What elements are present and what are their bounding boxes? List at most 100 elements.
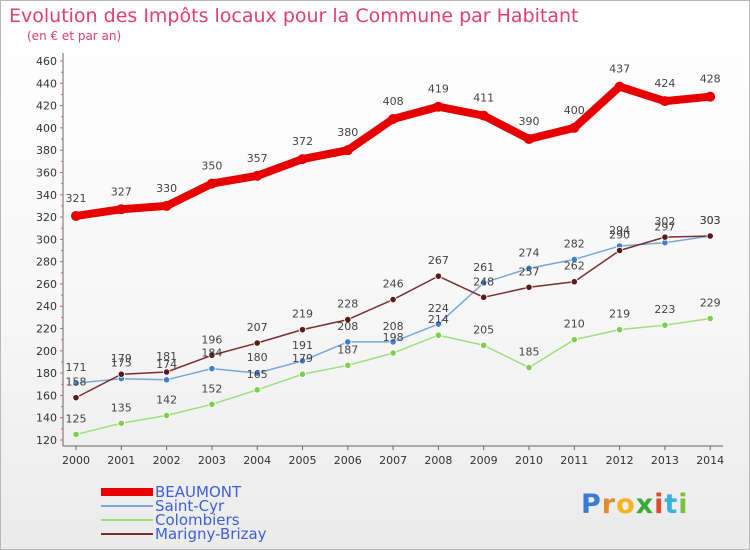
- data-label: 135: [111, 401, 132, 414]
- data-point: [163, 368, 171, 376]
- data-label: 205: [473, 323, 494, 336]
- y-tick-label: 240: [36, 300, 57, 313]
- data-point: [525, 363, 533, 372]
- data-label: 228: [337, 298, 358, 311]
- line-chart: 120 140 160 180 200 220 240 260 280 300 320 340 360 3…: [36, 53, 724, 467]
- x-tick-label: 2014: [696, 454, 724, 467]
- data-point: [434, 320, 442, 328]
- data-label: 219: [609, 308, 630, 321]
- y-tick-label: 340: [36, 189, 57, 202]
- data-point: [570, 336, 578, 344]
- data-label: 303: [700, 214, 721, 227]
- data-point: [342, 145, 353, 156]
- data-label: 224: [428, 302, 449, 315]
- data-label: 257: [519, 265, 540, 278]
- data-point: [615, 246, 624, 255]
- data-point: [480, 279, 488, 287]
- data-label: 437: [609, 63, 630, 76]
- data-point: [525, 264, 533, 272]
- data-point: [72, 394, 80, 402]
- data-label: 274: [519, 246, 540, 259]
- y-tick-label: 300: [36, 233, 57, 246]
- legend-label: Saint-Cyr: [155, 497, 225, 515]
- y-tick-label: 400: [36, 122, 57, 135]
- data-label: 223: [654, 303, 675, 316]
- y-tick-label: 140: [36, 412, 57, 425]
- data-label: 214: [428, 313, 449, 326]
- legend-label: BEAUMONT: [155, 483, 242, 501]
- y-tick-label: 280: [36, 256, 57, 269]
- chart-subtitle: (en € et par an): [27, 29, 122, 43]
- y-tick-label: 440: [36, 77, 57, 90]
- data-point: [659, 96, 670, 107]
- legend-swatch: [101, 519, 153, 521]
- data-label: 179: [292, 352, 313, 365]
- data-label: 302: [654, 215, 675, 228]
- data-label: 303: [700, 214, 721, 227]
- data-point: [570, 255, 578, 264]
- data-point: [389, 295, 397, 304]
- x-tick-label: 2011: [560, 454, 588, 467]
- data-label: 210: [564, 318, 585, 331]
- data-label: 208: [337, 320, 358, 333]
- data-point: [389, 349, 397, 357]
- y-tick-label: 220: [36, 323, 57, 336]
- data-label: 390: [519, 115, 540, 128]
- data-label: 219: [292, 308, 313, 321]
- data-label: 327: [111, 185, 132, 198]
- logo-letter: o: [616, 489, 636, 520]
- logo-letter: i: [678, 489, 689, 520]
- data-point: [298, 370, 307, 378]
- data-label: 297: [654, 221, 675, 234]
- data-point: [163, 411, 171, 420]
- data-point: [208, 365, 216, 373]
- data-label: 174: [156, 358, 177, 371]
- data-label: 290: [609, 229, 630, 242]
- data-point: [161, 200, 172, 211]
- y-tick-label: 200: [36, 345, 57, 358]
- x-tick-label: 2007: [379, 454, 407, 467]
- y-tick-label: 120: [36, 434, 57, 447]
- data-label: 261: [473, 261, 494, 274]
- data-point: [661, 233, 669, 241]
- data-point: [163, 376, 171, 384]
- data-point: [116, 204, 127, 215]
- data-point: [434, 272, 442, 280]
- data-point: [117, 419, 125, 427]
- x-tick-label: 2004: [243, 454, 271, 467]
- y-tick-label: 380: [36, 144, 57, 157]
- data-point: [706, 232, 714, 240]
- data-point: [253, 339, 261, 347]
- data-label: 180: [247, 351, 268, 364]
- data-label: 181: [156, 350, 177, 363]
- chart-title: Evolution des Impôts locaux pour la Comm…: [9, 5, 579, 27]
- x-tick-label: 2008: [424, 454, 452, 467]
- data-point: [389, 338, 397, 346]
- data-label: 400: [564, 104, 585, 117]
- data-label: 187: [337, 343, 358, 356]
- data-point: [72, 430, 80, 439]
- data-point: [614, 81, 625, 92]
- data-point: [208, 351, 216, 359]
- data-label: 424: [654, 77, 675, 90]
- data-label: 262: [564, 260, 585, 273]
- data-label: 229: [700, 296, 721, 309]
- data-label: 282: [564, 237, 585, 250]
- x-tick-label: 2012: [606, 454, 634, 467]
- data-label: 184: [201, 347, 222, 360]
- data-point: [297, 154, 308, 165]
- data-label: 357: [247, 152, 268, 165]
- x-tick-label: 2009: [470, 454, 498, 467]
- data-label: 350: [201, 160, 222, 173]
- data-point: [344, 316, 352, 324]
- data-point: [344, 338, 352, 346]
- data-point: [434, 331, 442, 339]
- legend-swatch: [101, 488, 153, 496]
- data-label: 198: [383, 331, 404, 344]
- legend-swatch: [101, 533, 153, 535]
- legend-swatch: [101, 505, 153, 507]
- data-point: [71, 210, 81, 221]
- data-label: 246: [383, 278, 404, 291]
- x-tick-label: 2005: [289, 454, 317, 467]
